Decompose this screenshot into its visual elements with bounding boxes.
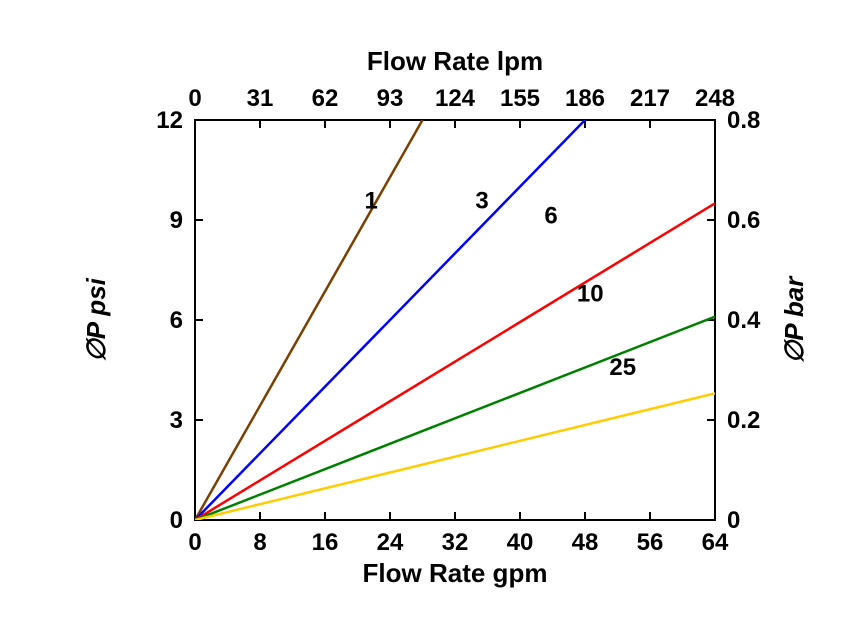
xb-tick-label: 24: [377, 529, 404, 556]
xt-tick-label: 186: [565, 85, 605, 112]
yr-tick-label: 0.2: [727, 407, 760, 434]
yr-tick-label: 0.4: [727, 307, 761, 334]
x-bottom-title: Flow Rate gpm: [363, 558, 548, 588]
series-label-10: 10: [577, 281, 604, 308]
series-label-6: 6: [544, 202, 557, 229]
yr-tick-label: 0: [727, 507, 740, 534]
xt-tick-label: 93: [377, 85, 404, 112]
xt-tick-label: 217: [630, 85, 670, 112]
xt-tick-label: 31: [247, 85, 274, 112]
series-line-25: [195, 393, 715, 520]
yr-tick-label: 0.6: [727, 207, 760, 234]
xb-tick-label: 32: [442, 529, 469, 556]
xb-tick-label: 56: [637, 529, 664, 556]
yl-tick-label: 12: [156, 107, 183, 134]
xb-tick-label: 16: [312, 529, 339, 556]
xt-tick-label: 0: [188, 85, 201, 112]
series-label-3: 3: [475, 187, 488, 214]
yl-tick-label: 6: [170, 307, 183, 334]
yr-tick-label: 0.8: [727, 107, 760, 134]
xt-tick-label: 155: [500, 85, 540, 112]
x-top-title: Flow Rate lpm: [367, 46, 543, 76]
yl-tick-label: 3: [170, 407, 183, 434]
series-line-6: [195, 203, 715, 520]
chart-svg: 0816243240485664031629312415518621724803…: [0, 0, 854, 620]
series-line-3: [195, 120, 585, 520]
xt-tick-label: 124: [435, 85, 476, 112]
pressure-vs-flow-chart: 0816243240485664031629312415518621724803…: [0, 0, 854, 620]
xb-tick-label: 40: [507, 529, 534, 556]
plot-border: [195, 120, 715, 520]
xb-tick-label: 8: [253, 529, 266, 556]
series-line-10: [195, 317, 715, 520]
yl-tick-label: 9: [170, 207, 183, 234]
y-right-title: ∅P bar: [779, 275, 809, 364]
series-label-1: 1: [364, 187, 377, 214]
xb-tick-label: 64: [702, 529, 729, 556]
xt-tick-label: 62: [312, 85, 339, 112]
xb-tick-label: 0: [188, 529, 201, 556]
xb-tick-label: 48: [572, 529, 599, 556]
y-left-title: ∅P psi: [81, 277, 111, 362]
yl-tick-label: 0: [170, 507, 183, 534]
series-label-25: 25: [609, 354, 636, 381]
